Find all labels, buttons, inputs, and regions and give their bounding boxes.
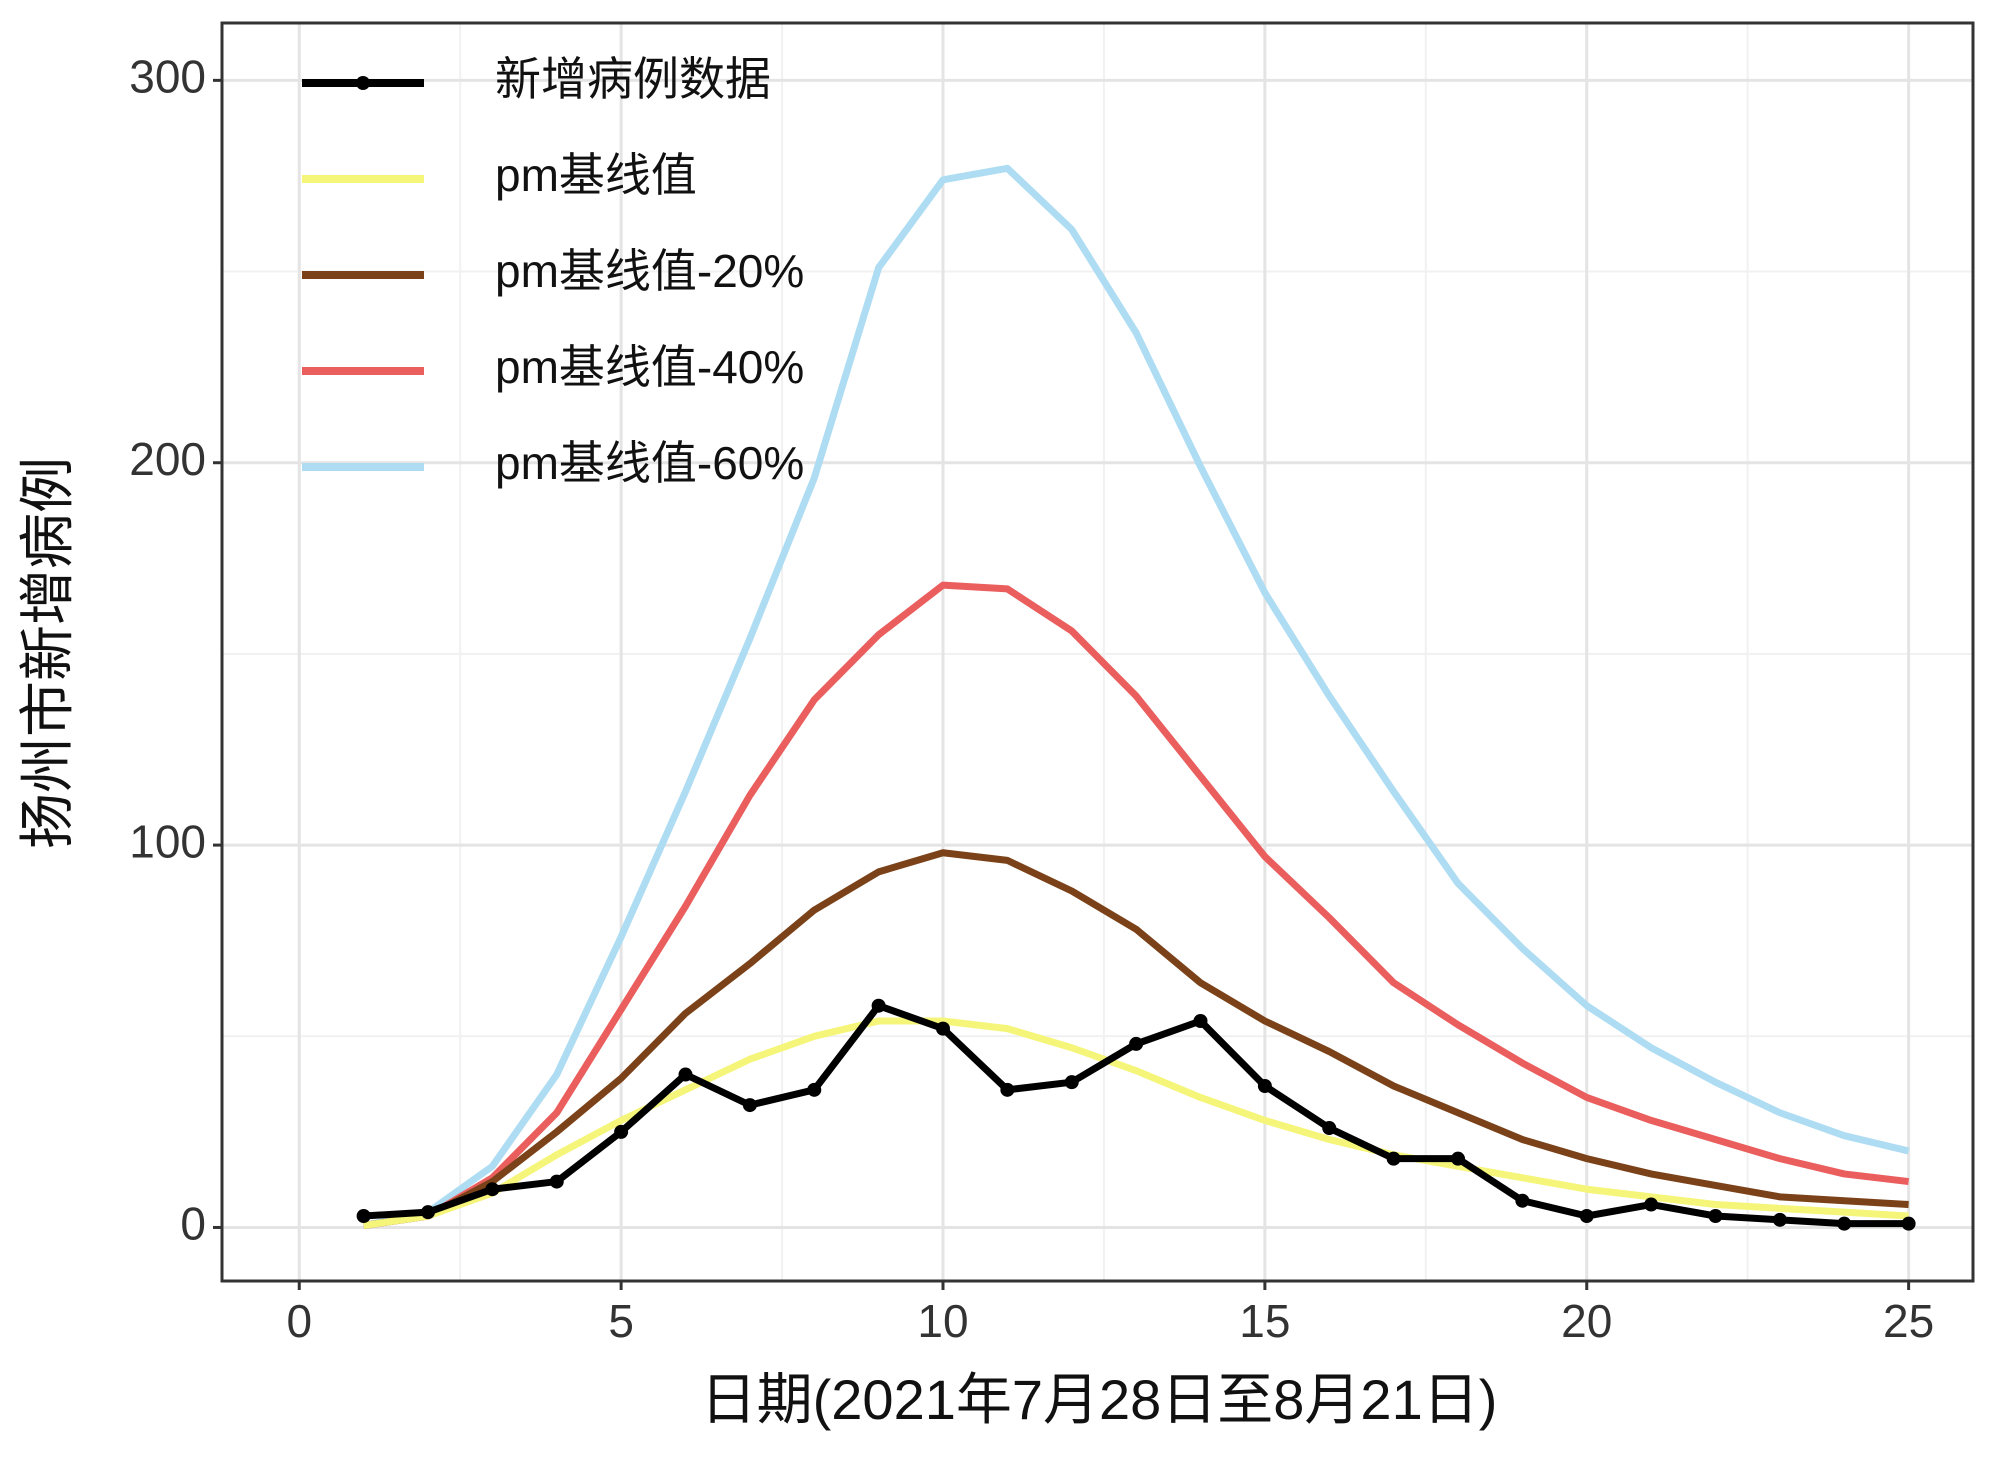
legend-label: 新增病例数据 [495, 53, 771, 105]
legend-marker [356, 76, 370, 90]
data-point [1193, 1013, 1208, 1028]
data-point [1451, 1151, 1465, 1166]
data-point [1257, 1078, 1272, 1093]
y-tick-label: 0 [180, 1198, 206, 1250]
x-tick-label: 25 [1883, 1295, 1934, 1347]
data-point [1129, 1036, 1144, 1051]
data-point [678, 1067, 693, 1082]
data-point [1708, 1208, 1723, 1223]
y-axis-title: 扬州市新增病例 [16, 457, 79, 849]
x-tick-label: 15 [1239, 1295, 1290, 1347]
plot-border [220, 21, 1975, 1283]
x-tick-label: 0 [286, 1295, 312, 1347]
data-point [1901, 1216, 1916, 1231]
x-tick-label: 10 [917, 1295, 968, 1347]
y-tick-label: 200 [129, 433, 206, 485]
data-point [1579, 1208, 1594, 1223]
data-point [742, 1098, 757, 1113]
legend-label: pm基线值-40% [495, 341, 804, 393]
data-point [1837, 1216, 1852, 1231]
y-tick-label: 100 [129, 815, 206, 867]
data-point [936, 1021, 950, 1036]
data-point [1000, 1082, 1015, 1097]
legend-label: pm基线值 [495, 149, 697, 201]
data-point [807, 1082, 822, 1097]
data-point [421, 1205, 435, 1220]
series-line [362, 164, 1910, 1229]
series-line [363, 849, 1909, 1230]
data-point [871, 998, 886, 1013]
x-tick-label: 20 [1561, 1295, 1612, 1347]
data-point [356, 1208, 371, 1223]
y-tick-label: 300 [129, 51, 206, 103]
data-point [485, 1182, 500, 1197]
data-point [549, 1174, 564, 1189]
legend-label: pm基线值-60% [495, 437, 804, 489]
legend-label: pm基线值-20% [495, 245, 804, 297]
series-line [363, 581, 1910, 1230]
data-point [1515, 1193, 1530, 1208]
data-point [1772, 1212, 1787, 1227]
series-line [363, 1017, 1909, 1230]
data-point [1386, 1151, 1401, 1166]
data-point [1644, 1197, 1659, 1212]
data-point [1322, 1121, 1337, 1136]
x-axis-title: 日期(2021年7月28日至8月21日) [701, 1368, 1498, 1431]
x-tick-label: 5 [608, 1295, 634, 1347]
data-point [614, 1124, 629, 1139]
data-point [1064, 1075, 1079, 1090]
